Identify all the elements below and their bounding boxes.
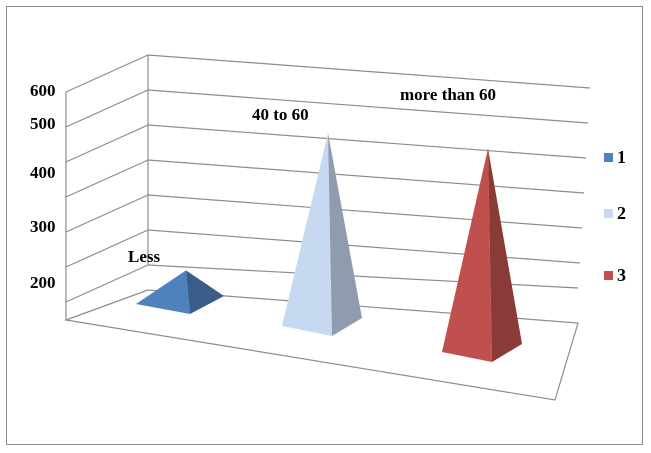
floor [63, 289, 579, 401]
wall-gridline [65, 124, 149, 163]
data-label: Less [128, 247, 161, 266]
legend: 1 2 3 [604, 147, 626, 285]
legend-label: 1 [617, 147, 626, 167]
legend-swatch [604, 209, 613, 218]
pyramid-bar [282, 133, 362, 336]
wall-gridline [65, 264, 149, 303]
data-labels: Less 40 to 60 more than 60 [128, 85, 496, 266]
pyramid-face-side [186, 270, 224, 314]
pyramid-bar [442, 148, 522, 362]
pyramid-face-side [488, 148, 522, 362]
legend-label: 2 [617, 203, 626, 223]
y-tick-label: 300 [30, 217, 56, 236]
y-tick-label: 500 [30, 114, 56, 133]
data-label: more than 60 [400, 85, 496, 104]
pyramid-face-front [282, 133, 332, 336]
legend-swatch [604, 271, 613, 280]
wall-gridline [65, 89, 149, 128]
legend-label: 3 [617, 265, 626, 285]
wall-gridline [65, 229, 149, 268]
y-tick-label: 200 [30, 273, 56, 292]
wall-gridline [65, 194, 149, 233]
gridline [147, 229, 581, 264]
y-axis-ticks: 200 300 400 500 600 [30, 81, 56, 292]
pyramid-face-front [136, 270, 190, 314]
gridline [147, 89, 589, 124]
gridline [147, 264, 579, 289]
gridline [147, 124, 587, 159]
legend-entry: 1 [604, 147, 626, 167]
pyramid-face-side [328, 133, 362, 336]
pyramid-bar [136, 270, 224, 314]
gridline [147, 194, 583, 229]
y-tick-label: 600 [30, 81, 56, 100]
wall-gridline [65, 159, 149, 198]
gridline [147, 54, 591, 89]
y-tick-label: 400 [30, 163, 56, 182]
legend-entry: 3 [604, 265, 626, 285]
pyramid-series [136, 133, 522, 362]
wall-gridline [65, 54, 149, 93]
legend-swatch [604, 153, 613, 162]
pyramid-face-front [442, 148, 492, 362]
gridline [147, 159, 585, 194]
legend-entry: 2 [604, 203, 626, 223]
data-label: 40 to 60 [252, 105, 309, 124]
